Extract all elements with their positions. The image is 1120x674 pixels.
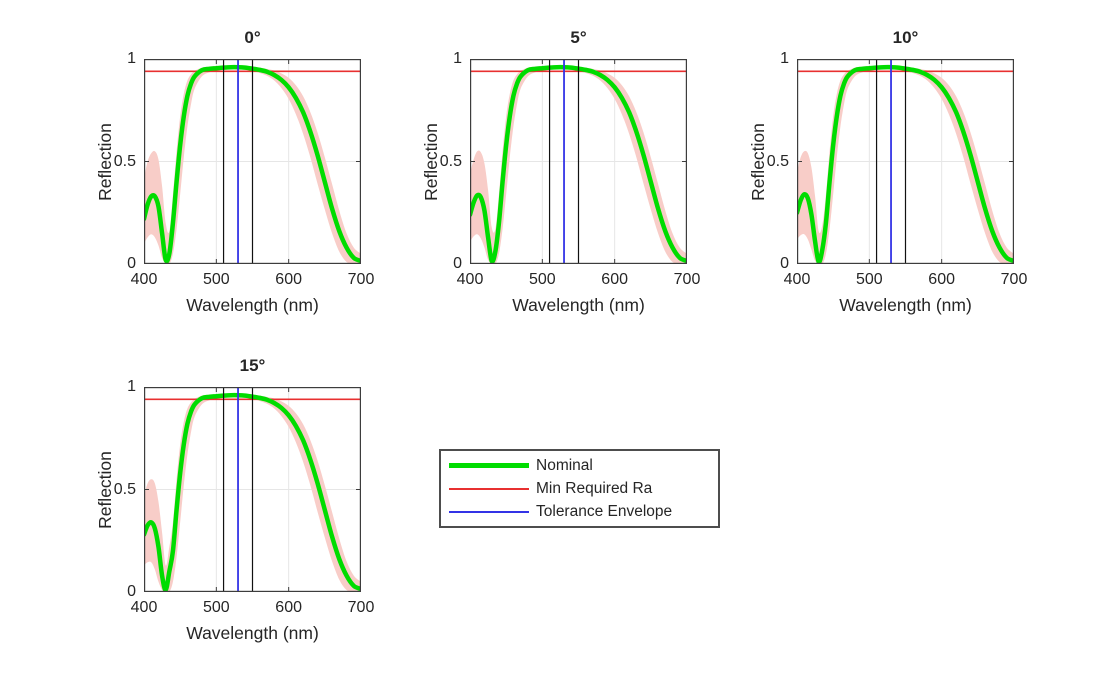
- x-tick-label: 500: [528, 271, 556, 288]
- y-tick-label: 1: [127, 378, 136, 395]
- y-tick-label: 1: [780, 50, 789, 67]
- y-tick-label: 0: [453, 255, 462, 272]
- nominal-curve: [144, 64, 361, 264]
- y-tick-label: 0: [127, 255, 136, 272]
- y-tick-label: 0.5: [113, 480, 136, 498]
- legend-label-nominal: Nominal: [536, 456, 593, 474]
- x-tick-label: 600: [928, 271, 955, 288]
- y-axis-label: Reflection: [748, 122, 768, 201]
- subplot-title: 10°: [892, 28, 919, 47]
- x-tick-label: 700: [1000, 271, 1028, 288]
- y-tick-label: 0.5: [113, 152, 136, 170]
- x-tick-label: 700: [673, 271, 701, 288]
- axes-box: [144, 387, 361, 592]
- subplot-title: 5°: [570, 28, 587, 47]
- x-axis-label: Wavelength (nm): [512, 295, 645, 315]
- x-tick-label: 600: [601, 271, 628, 288]
- y-tick-label: 0: [780, 255, 789, 272]
- nominal-curve: [470, 64, 687, 264]
- legend-line-nominal-icon: [449, 463, 529, 468]
- subplot-title: 15°: [239, 356, 266, 375]
- subplot-axes-0: [144, 59, 361, 264]
- subplot-axes-2: [797, 59, 1014, 264]
- x-tick-label: 500: [855, 271, 883, 288]
- x-tick-label: 600: [275, 271, 302, 288]
- nominal-curve: [144, 392, 361, 592]
- x-axis-label: Wavelength (nm): [839, 295, 972, 315]
- x-tick-label: 500: [202, 599, 230, 616]
- legend-item-min-required-ra: Min Required Ra: [449, 478, 718, 500]
- x-tick-label: 400: [130, 599, 158, 616]
- legend-item-tolerance-envelope: Tolerance Envelope: [449, 501, 718, 523]
- x-tick-label: 500: [202, 271, 230, 288]
- subplot-axes-1: [470, 59, 687, 264]
- legend-line-min-required-icon: [449, 487, 529, 490]
- legend-item-nominal: Nominal: [449, 455, 718, 477]
- nominal-curve: [797, 64, 1014, 264]
- x-tick-label: 400: [783, 271, 811, 288]
- y-tick-label: 1: [127, 50, 136, 67]
- legend: Nominal Min Required Ra Tolerance Envelo…: [439, 449, 720, 528]
- x-tick-label: 700: [347, 271, 375, 288]
- legend-label-min-required-ra: Min Required Ra: [536, 479, 653, 497]
- x-tick-label: 400: [456, 271, 484, 288]
- y-tick-label: 0: [127, 583, 136, 600]
- y-axis-label: Reflection: [421, 122, 441, 201]
- axes-box: [470, 59, 687, 264]
- y-axis-label: Reflection: [95, 450, 115, 529]
- subplot-title: 0°: [244, 28, 261, 47]
- subplot-axes-3: [144, 387, 361, 592]
- axes-box: [144, 59, 361, 264]
- x-tick-label: 700: [347, 599, 375, 616]
- axes-box: [797, 59, 1014, 264]
- legend-label-tolerance-envelope: Tolerance Envelope: [536, 502, 673, 520]
- x-tick-label: 600: [275, 599, 302, 616]
- legend-line-tolerance-envelope-icon: [449, 510, 529, 513]
- y-tick-label: 0.5: [439, 152, 462, 170]
- x-axis-label: Wavelength (nm): [186, 295, 319, 315]
- x-axis-label: Wavelength (nm): [186, 623, 319, 643]
- y-tick-label: 0.5: [766, 152, 789, 170]
- x-tick-label: 400: [130, 271, 158, 288]
- y-axis-label: Reflection: [95, 122, 115, 201]
- y-tick-label: 1: [453, 50, 462, 67]
